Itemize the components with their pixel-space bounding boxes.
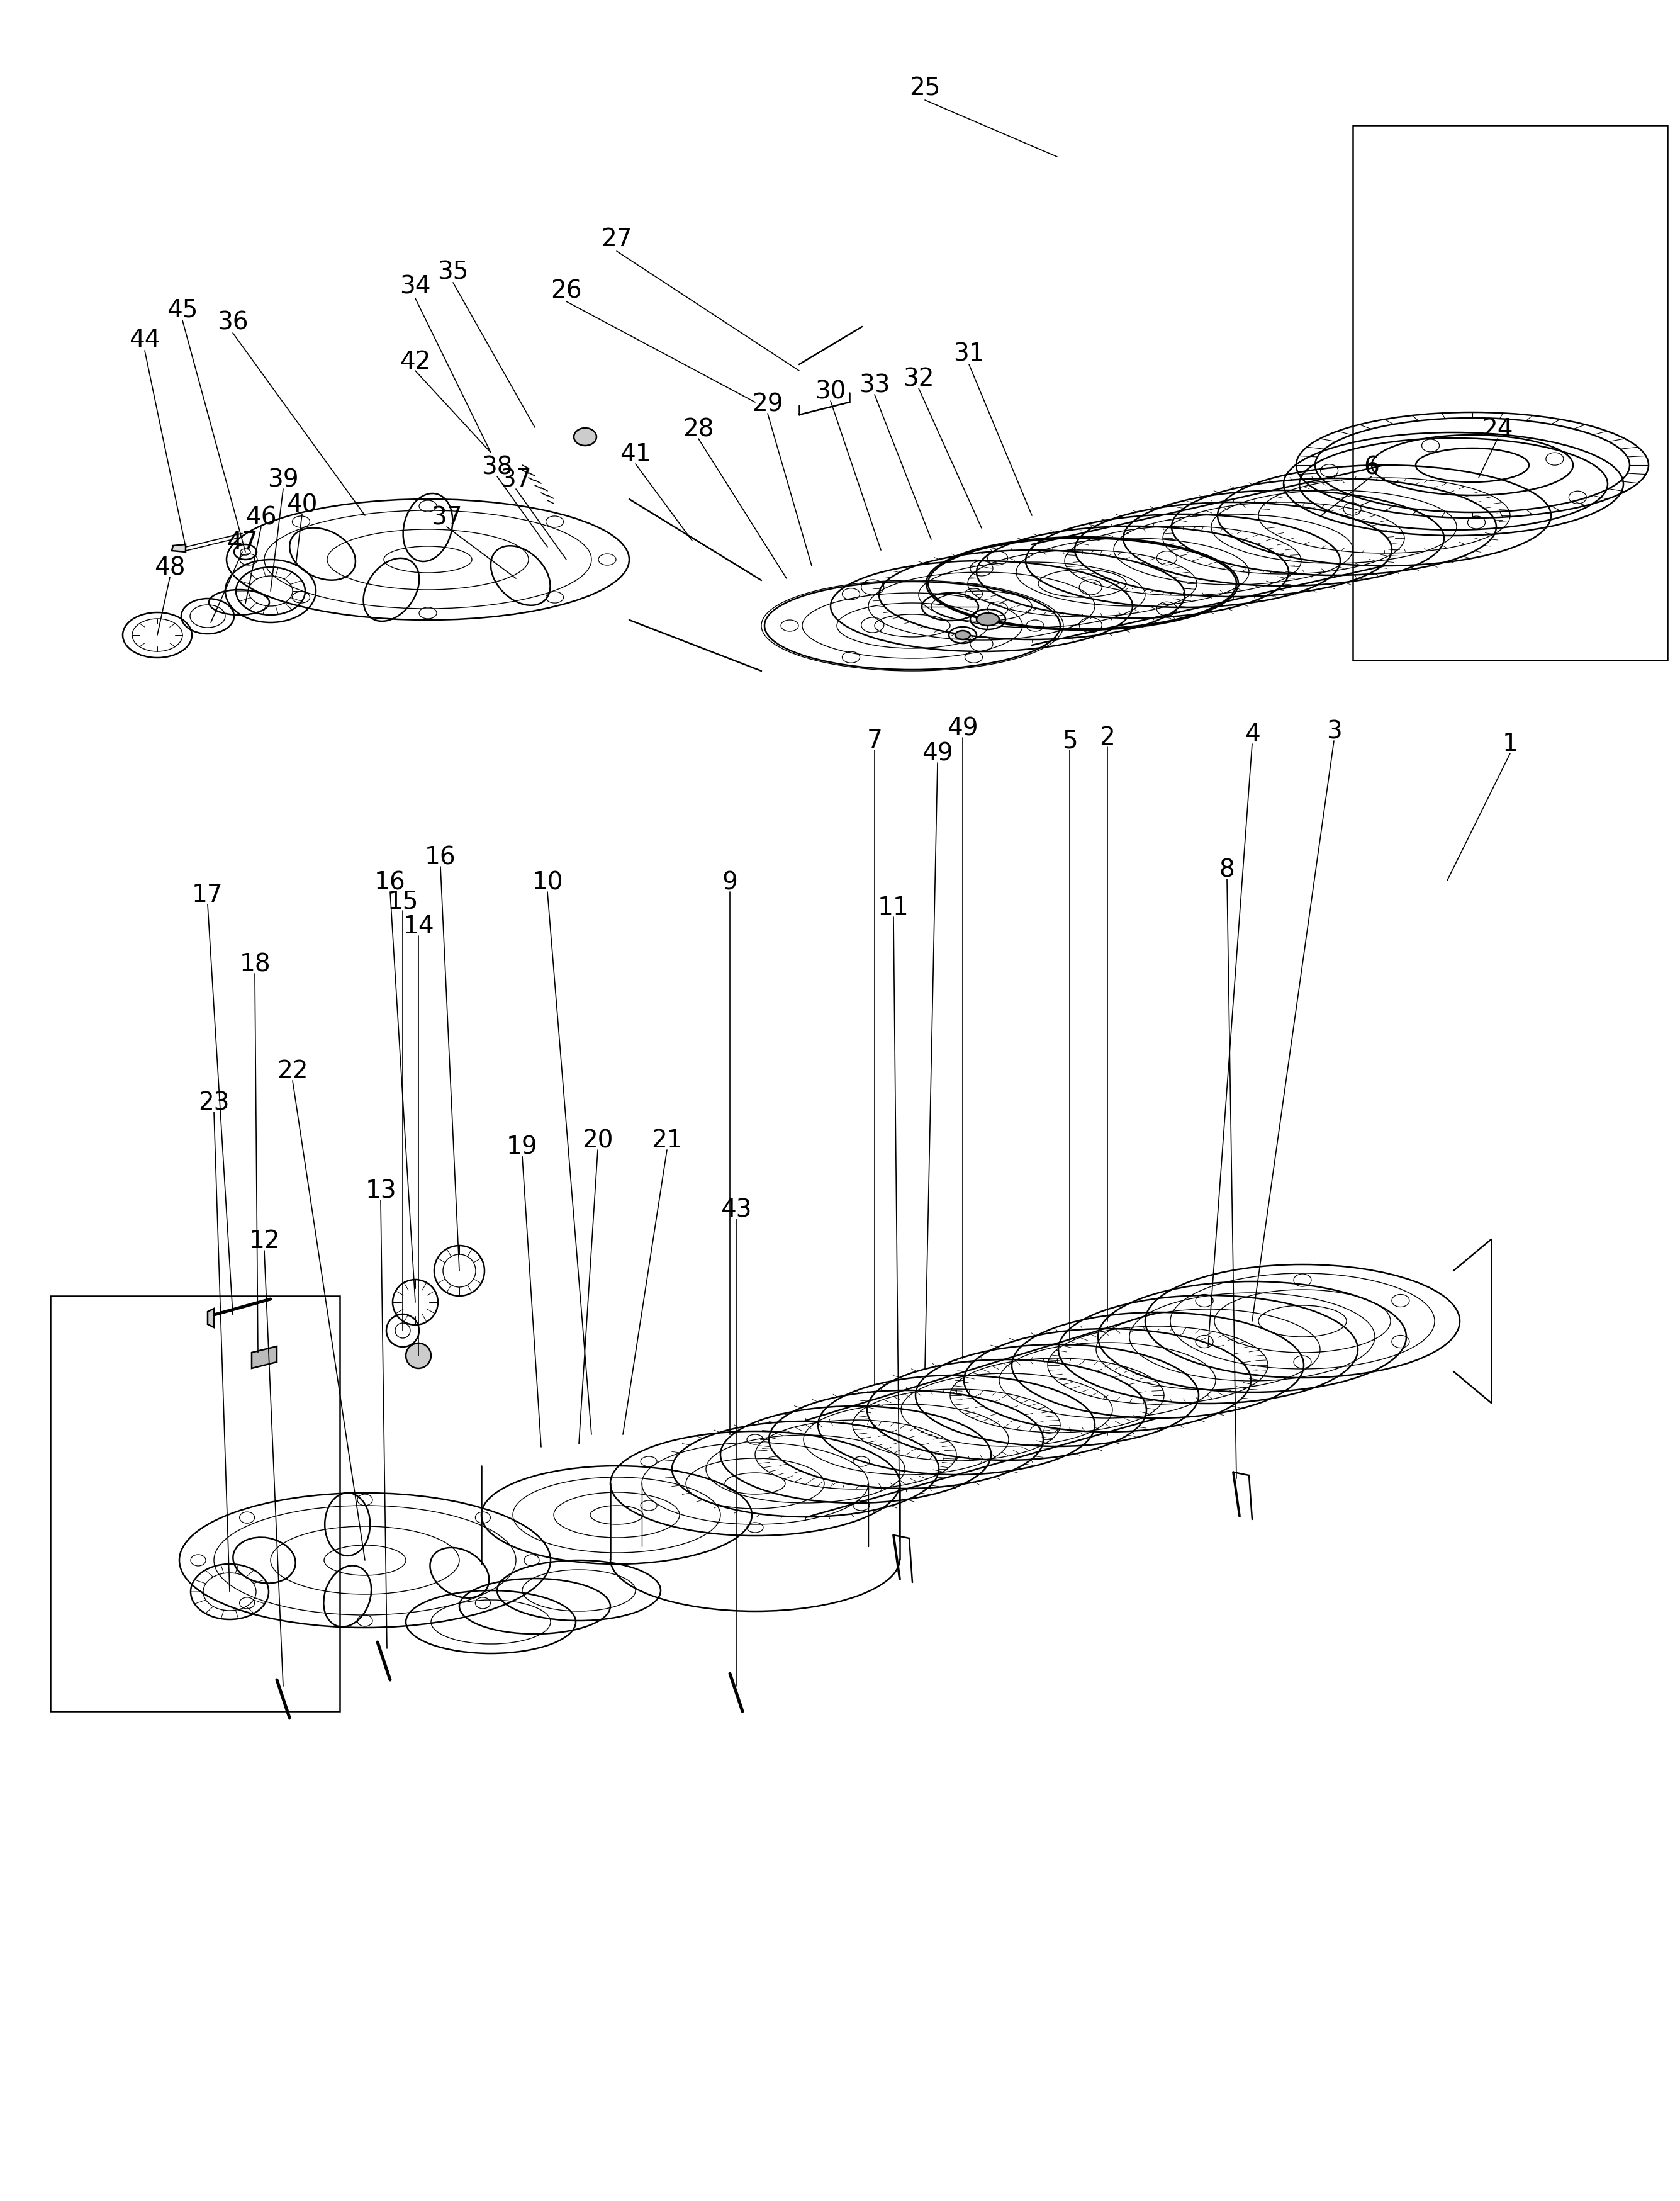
Text: 26: 26 xyxy=(551,280,581,304)
Text: 39: 39 xyxy=(267,467,299,491)
Text: 4: 4 xyxy=(1245,722,1260,746)
Text: 14: 14 xyxy=(403,913,433,938)
Text: 46: 46 xyxy=(245,506,277,528)
Text: 1: 1 xyxy=(1502,731,1519,755)
Text: 31: 31 xyxy=(953,341,984,365)
Text: 37: 37 xyxy=(432,506,462,528)
Text: 42: 42 xyxy=(400,350,430,374)
Text: 12: 12 xyxy=(249,1228,281,1252)
Text: 22: 22 xyxy=(277,1059,307,1083)
Text: 6: 6 xyxy=(1364,456,1379,480)
Text: 40: 40 xyxy=(287,493,318,517)
Text: 13: 13 xyxy=(365,1178,396,1202)
Text: 28: 28 xyxy=(682,418,714,440)
Ellipse shape xyxy=(575,429,596,447)
Text: 36: 36 xyxy=(217,310,249,335)
Text: 45: 45 xyxy=(166,297,198,321)
Polygon shape xyxy=(208,1310,213,1327)
Text: 10: 10 xyxy=(533,869,563,894)
Ellipse shape xyxy=(407,1343,432,1369)
Text: 2: 2 xyxy=(1100,726,1116,748)
Text: 24: 24 xyxy=(1482,418,1514,440)
Text: 16: 16 xyxy=(425,845,455,869)
Text: 3: 3 xyxy=(1326,720,1342,744)
Ellipse shape xyxy=(956,632,971,640)
Text: 9: 9 xyxy=(722,869,738,894)
Text: 38: 38 xyxy=(482,456,512,480)
Text: 20: 20 xyxy=(583,1129,613,1151)
Text: 30: 30 xyxy=(815,379,847,403)
Text: 18: 18 xyxy=(239,953,270,975)
Text: 43: 43 xyxy=(721,1197,751,1222)
Text: 21: 21 xyxy=(652,1129,682,1151)
Polygon shape xyxy=(252,1347,277,1369)
Text: 25: 25 xyxy=(909,77,941,99)
Text: 32: 32 xyxy=(904,368,934,392)
Text: 47: 47 xyxy=(227,530,257,555)
Text: 44: 44 xyxy=(129,328,160,352)
Text: 34: 34 xyxy=(400,275,430,299)
Text: 35: 35 xyxy=(437,260,469,284)
Text: 11: 11 xyxy=(879,896,909,920)
Text: 48: 48 xyxy=(155,555,185,579)
Text: 41: 41 xyxy=(620,442,652,467)
Text: 37: 37 xyxy=(501,467,531,491)
Text: 15: 15 xyxy=(386,889,418,913)
Text: 7: 7 xyxy=(867,729,882,753)
Text: 33: 33 xyxy=(858,374,890,396)
Ellipse shape xyxy=(976,614,1000,625)
Text: 16: 16 xyxy=(375,869,407,894)
Text: 49: 49 xyxy=(948,715,978,740)
Text: 19: 19 xyxy=(507,1134,538,1158)
Polygon shape xyxy=(171,546,185,552)
Text: 23: 23 xyxy=(198,1089,230,1114)
Text: 5: 5 xyxy=(1062,729,1077,753)
Text: 8: 8 xyxy=(1220,858,1235,883)
Text: 29: 29 xyxy=(753,392,783,416)
Text: 27: 27 xyxy=(601,227,632,251)
Text: 49: 49 xyxy=(922,742,953,766)
Text: 17: 17 xyxy=(192,883,223,907)
